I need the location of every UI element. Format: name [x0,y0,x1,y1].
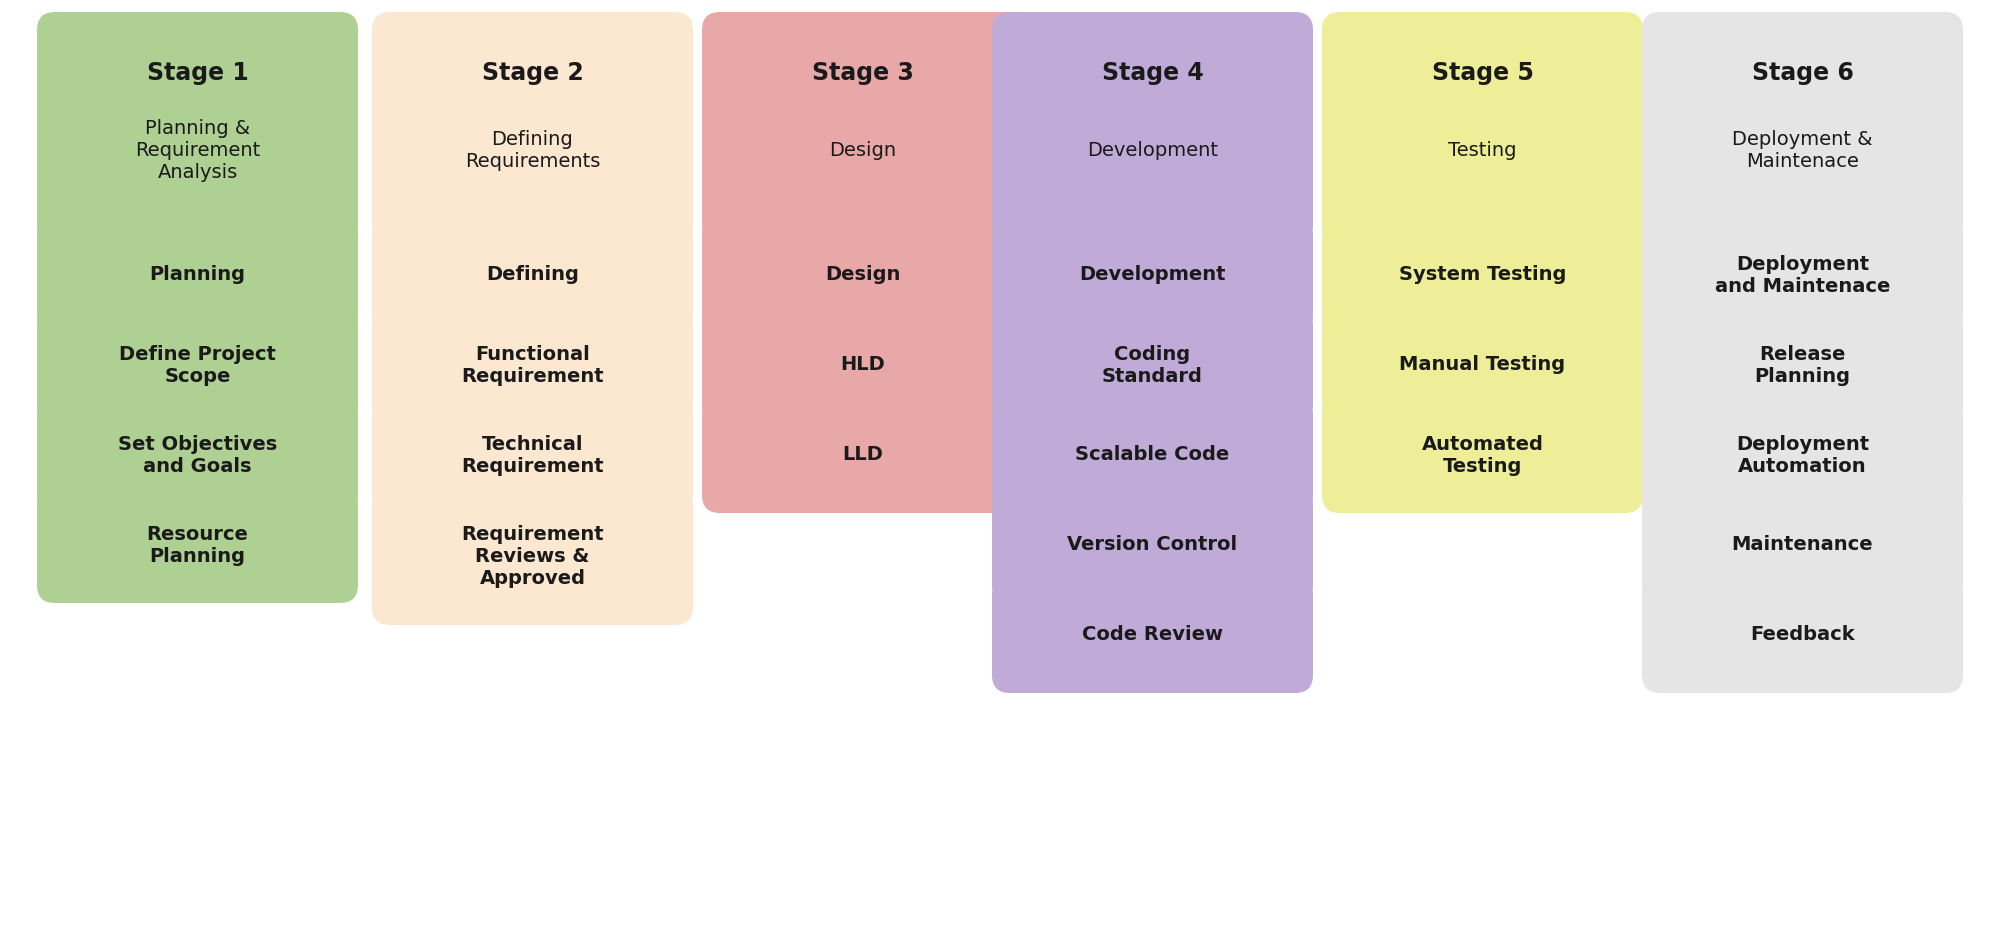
Text: Defining
Requirements: Defining Requirements [464,131,600,171]
Text: Stage 5: Stage 5 [1431,61,1533,85]
Text: Functional
Requirement: Functional Requirement [462,344,604,385]
FancyBboxPatch shape [371,12,692,243]
FancyBboxPatch shape [1642,307,1963,423]
Text: Release
Planning: Release Planning [1754,344,1850,385]
FancyBboxPatch shape [991,307,1313,423]
Text: Code Review: Code Review [1082,625,1222,644]
FancyBboxPatch shape [702,397,1022,513]
Text: LLD: LLD [841,445,883,465]
Text: HLD: HLD [839,356,885,374]
FancyBboxPatch shape [1321,397,1642,513]
FancyBboxPatch shape [36,12,357,243]
Text: Maintenance: Maintenance [1730,535,1873,555]
Text: Set Objectives
and Goals: Set Objectives and Goals [118,434,277,475]
FancyBboxPatch shape [1642,487,1963,603]
Text: Testing: Testing [1447,142,1515,160]
FancyBboxPatch shape [36,307,357,423]
Text: Automated
Testing: Automated Testing [1421,434,1543,475]
Text: Planning &
Requirement
Analysis: Planning & Requirement Analysis [134,119,261,182]
FancyBboxPatch shape [371,487,692,625]
FancyBboxPatch shape [1321,217,1642,333]
Text: Deployment
Automation: Deployment Automation [1736,434,1869,475]
FancyBboxPatch shape [1321,307,1642,423]
FancyBboxPatch shape [991,577,1313,693]
Text: Defining: Defining [486,266,578,284]
FancyBboxPatch shape [1642,577,1963,693]
Text: Deployment &
Maintenace: Deployment & Maintenace [1732,131,1873,171]
FancyBboxPatch shape [991,487,1313,603]
Text: Planning: Planning [149,266,245,284]
Text: Define Project
Scope: Define Project Scope [118,344,275,385]
FancyBboxPatch shape [36,217,357,333]
FancyBboxPatch shape [991,217,1313,333]
Text: Stage 3: Stage 3 [811,61,913,85]
Text: Scalable Code: Scalable Code [1076,445,1228,465]
Text: Stage 6: Stage 6 [1750,61,1852,85]
FancyBboxPatch shape [991,12,1313,243]
FancyBboxPatch shape [991,397,1313,513]
Text: System Testing: System Testing [1399,266,1565,284]
FancyBboxPatch shape [1321,12,1642,243]
Text: Manual Testing: Manual Testing [1399,356,1565,374]
Text: Stage 1: Stage 1 [147,61,249,85]
Text: Stage 4: Stage 4 [1102,61,1202,85]
FancyBboxPatch shape [371,217,692,333]
FancyBboxPatch shape [36,397,357,513]
Text: Design: Design [829,142,895,160]
Text: Technical
Requirement: Technical Requirement [462,434,604,475]
Text: Feedback: Feedback [1750,625,1854,644]
Text: Development: Development [1078,266,1224,284]
FancyBboxPatch shape [702,12,1022,243]
Text: Stage 2: Stage 2 [482,61,584,85]
FancyBboxPatch shape [36,487,357,603]
Text: Version Control: Version Control [1068,535,1236,555]
Text: Coding
Standard: Coding Standard [1102,344,1202,385]
FancyBboxPatch shape [1642,217,1963,333]
Text: Deployment
and Maintenace: Deployment and Maintenace [1714,255,1889,295]
Text: Resource
Planning: Resource Planning [147,524,249,566]
Text: Development: Development [1086,142,1218,160]
FancyBboxPatch shape [1642,12,1963,243]
FancyBboxPatch shape [702,217,1022,333]
Text: Requirement
Reviews &
Approved: Requirement Reviews & Approved [462,524,604,587]
FancyBboxPatch shape [371,307,692,423]
FancyBboxPatch shape [702,307,1022,423]
FancyBboxPatch shape [1642,397,1963,513]
Text: Design: Design [825,266,899,284]
FancyBboxPatch shape [371,397,692,513]
